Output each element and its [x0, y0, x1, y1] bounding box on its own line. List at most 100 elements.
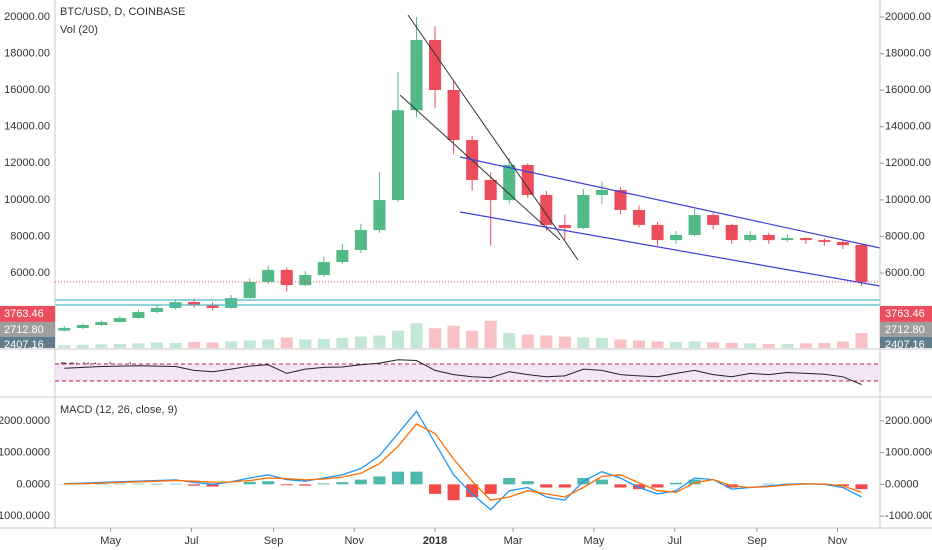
macd-hist-bar: [595, 479, 608, 485]
candle-body: [262, 269, 275, 282]
price-badge: [0, 305, 55, 322]
volume-bar: [799, 343, 812, 348]
y-tick-label: 18000.00: [885, 47, 931, 59]
volume-bar: [95, 344, 108, 348]
price-badge-label: 3763.46: [885, 308, 925, 320]
macd-tick-label: -1000.0000: [885, 510, 932, 522]
macd-tick-label: 0.0000: [885, 478, 919, 490]
channel-line: [459, 211, 881, 287]
price-pane: [58, 17, 868, 348]
candle-body: [113, 318, 126, 323]
candle-body: [336, 249, 349, 263]
volume-badge-label: 2407.16: [4, 339, 44, 351]
rsi-band: [55, 363, 880, 382]
y-tick-label: 14000.00: [4, 121, 50, 133]
macd-tick-label: 2000.0000: [0, 415, 50, 427]
macd-tick-label: 1000.0000: [0, 447, 50, 459]
chart-title: BTC/USD, D, COINBASE: [60, 6, 185, 18]
macd-hist-bar: [651, 484, 664, 488]
macd-hist-bar: [503, 478, 516, 485]
candle-body: [836, 241, 849, 246]
volume-bar: [855, 333, 868, 348]
candle-body: [317, 262, 330, 276]
macd-tick-label: -1000.0000: [0, 510, 50, 522]
y-tick-label: 20000.00: [885, 11, 931, 23]
volume-bar: [614, 339, 627, 348]
candle-body: [243, 281, 256, 299]
volume-bar: [818, 342, 831, 348]
volume-bar: [540, 335, 553, 348]
x-tick-label: Sep: [264, 535, 284, 547]
y-tick-label: 16000.00: [4, 84, 50, 96]
macd-hist-bar: [688, 479, 701, 485]
candle-body: [558, 224, 571, 229]
macd-hist-bar: [299, 484, 312, 486]
candle-body: [76, 325, 89, 329]
macd-line: [64, 410, 862, 511]
macd-title: MACD (12, 26, close, 9): [60, 404, 177, 416]
y-tick-label: 12000.00: [4, 157, 50, 169]
y-tick-label: 8000.00: [885, 230, 925, 242]
candle-body: [354, 230, 367, 250]
drawings: [55, 14, 881, 306]
volume-bar: [280, 337, 293, 348]
macd-hist-bar: [540, 484, 553, 488]
volume-badge: [880, 322, 932, 339]
trend-line: [407, 14, 579, 261]
volume-bar: [150, 342, 163, 348]
candle-body: [299, 275, 312, 286]
volume-bar: [76, 344, 89, 348]
y-tick-label: 6000.00: [885, 267, 925, 279]
volume-bar: [225, 341, 238, 348]
volume-bar: [373, 335, 386, 348]
candle-body: [391, 110, 405, 201]
volume-bar: [206, 342, 219, 348]
volume-bar: [707, 342, 720, 348]
macd-tick-label: 1000.0000: [885, 447, 932, 459]
volume-badge-label: 2712.80: [885, 324, 925, 336]
volume-bar: [262, 339, 275, 348]
candle-body: [818, 240, 831, 242]
macd-tick-label: 2000.0000: [885, 415, 932, 427]
candle-body: [429, 40, 442, 90]
candle-body: [150, 307, 163, 312]
y-tick-label: 14000.00: [885, 121, 931, 133]
volume-bar: [651, 341, 664, 348]
candle-body: [744, 234, 757, 241]
volume-bar: [169, 342, 182, 348]
volume-bar: [781, 343, 794, 348]
macd-hist-bar: [836, 484, 849, 486]
candle-body: [855, 245, 868, 282]
volume-bar: [410, 323, 423, 348]
volume-bar: [447, 325, 460, 348]
candle-body: [781, 238, 794, 241]
volume-bar: [336, 337, 349, 348]
volume-bar: [317, 338, 330, 348]
volume-bar: [762, 343, 775, 348]
macd-hist-bar: [95, 483, 108, 485]
volume-bar: [484, 320, 497, 348]
rsi-pane: [55, 352, 880, 353]
candle-body: [762, 234, 775, 241]
x-tick-label: Jul: [668, 535, 682, 547]
volume-bar: [521, 334, 534, 348]
price-badge-label: 3763.46: [4, 308, 44, 320]
macd-hist-bar: [354, 479, 367, 485]
volume-bar: [354, 336, 367, 348]
x-tick-label: Sep: [747, 535, 767, 547]
volume-bar: [688, 341, 701, 348]
x-tick-label: Nov: [344, 535, 364, 547]
macd-hist-bar: [762, 483, 775, 485]
volume-bar: [670, 341, 683, 348]
candle-body: [651, 224, 664, 241]
macd-hist-bar: [855, 484, 868, 490]
volume-bar: [132, 343, 145, 348]
macd-hist-bar: [632, 484, 646, 490]
volume-bar: [429, 328, 442, 348]
candle-body: [132, 311, 145, 319]
x-tick-label: Jul: [184, 535, 198, 547]
candle-body: [540, 194, 553, 225]
macd-hist-bar: [521, 481, 534, 485]
rsi-line: [64, 359, 862, 385]
volume-bar: [632, 340, 646, 348]
